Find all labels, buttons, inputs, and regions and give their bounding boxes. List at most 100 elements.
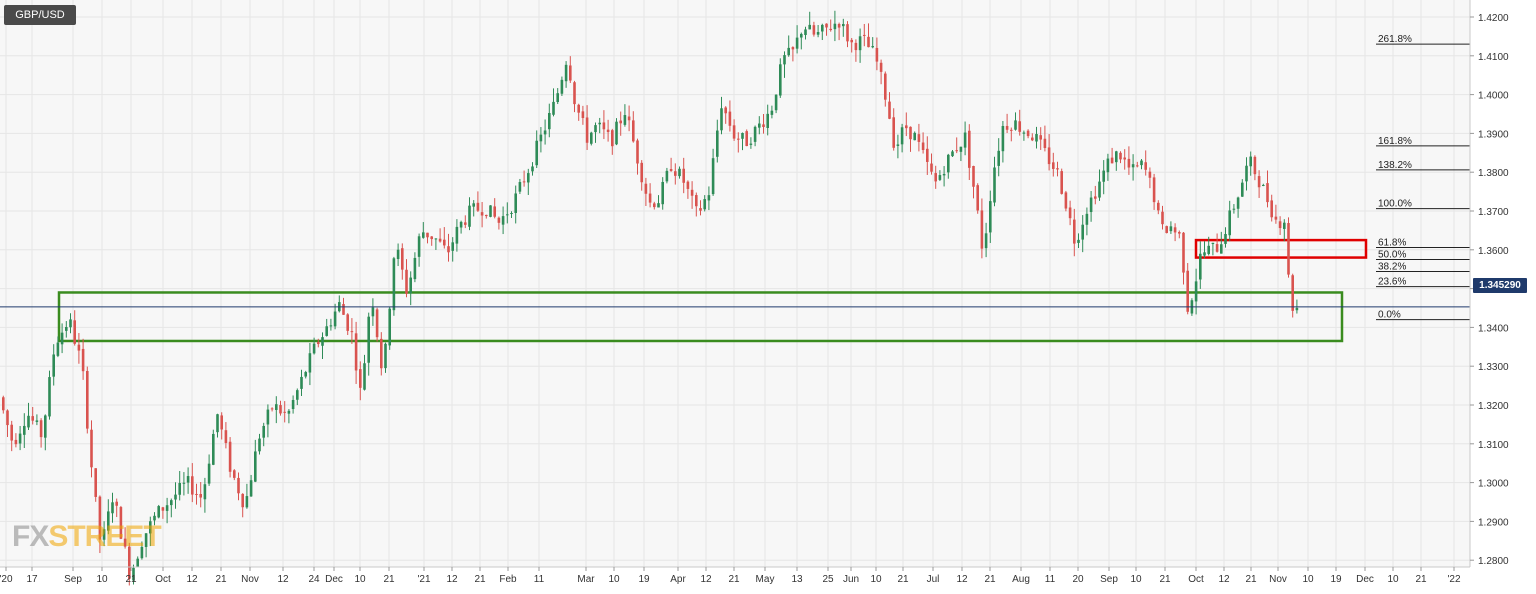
candle-body — [1005, 125, 1009, 130]
candle-37 — [157, 504, 160, 519]
candle-237 — [997, 138, 1000, 177]
candle-body — [842, 24, 845, 27]
candle-207 — [871, 37, 874, 49]
candle-83 — [350, 318, 354, 344]
candle-262 — [1102, 160, 1105, 195]
candle-191 — [804, 26, 807, 40]
candle-body — [384, 343, 387, 369]
candle-body — [1115, 151, 1118, 163]
candle-body — [191, 476, 194, 495]
candle-307 — [1291, 273, 1294, 318]
candle-body — [1266, 183, 1269, 203]
candle-187 — [787, 35, 790, 57]
candle-body — [577, 104, 580, 113]
candle-52 — [220, 412, 223, 440]
x-tick-label-34: Aug — [1012, 574, 1030, 585]
candle-body — [1127, 158, 1131, 168]
candle-104 — [438, 228, 442, 243]
x-tick-label-23: 12 — [700, 574, 712, 585]
candle-body — [262, 425, 265, 438]
x-tick-label-31: Jul — [927, 574, 940, 585]
candle-234 — [984, 222, 988, 258]
candle-body — [892, 117, 895, 148]
candle-126 — [531, 162, 534, 176]
candle-69 — [291, 395, 295, 414]
candle-body — [518, 182, 522, 192]
candle-9 — [39, 418, 43, 448]
candle-232 — [976, 183, 979, 214]
candle-289 — [1215, 233, 1219, 253]
candle-235 — [989, 190, 992, 243]
y-tick-label-13: 1.2900 — [1478, 517, 1509, 528]
candle-body — [657, 203, 660, 208]
candle-158 — [665, 167, 669, 184]
candle-body — [39, 420, 43, 438]
candle-body — [195, 493, 198, 495]
candle-body — [749, 143, 753, 145]
candle-body — [816, 32, 820, 35]
candle-body — [447, 246, 450, 253]
candle-29 — [123, 527, 127, 549]
candle-97 — [409, 271, 412, 306]
candle-70 — [296, 388, 299, 406]
candle-249 — [1047, 134, 1051, 171]
candle-body — [821, 24, 824, 32]
candle-body — [380, 338, 383, 369]
candle-101 — [426, 232, 429, 244]
candle-223 — [938, 170, 942, 182]
candle-21 — [90, 420, 93, 478]
candle-body — [270, 408, 274, 410]
candle-185 — [779, 58, 782, 98]
candle-102 — [430, 236, 433, 246]
candle-body — [501, 216, 505, 225]
candle-body — [665, 170, 669, 182]
candle-body — [86, 370, 89, 429]
candle-247 — [1039, 127, 1042, 150]
candle-body — [426, 232, 429, 238]
x-tick-label-17: Feb — [499, 574, 517, 585]
candle-body — [1236, 197, 1240, 209]
candle-59 — [249, 474, 253, 497]
candle-250 — [1052, 152, 1055, 177]
candle-body — [1291, 275, 1294, 311]
candle-5 — [23, 413, 26, 449]
candle-81 — [342, 297, 345, 315]
candle-body — [422, 232, 425, 238]
candle-body — [1165, 226, 1168, 233]
candle-body — [321, 337, 324, 346]
candle-288 — [1211, 242, 1215, 256]
candle-140 — [590, 131, 593, 146]
candle-154 — [648, 183, 652, 208]
x-tick-label-22: Apr — [670, 574, 686, 585]
candle-body — [23, 425, 26, 435]
candle-body — [1253, 156, 1257, 175]
candle-281 — [1182, 231, 1185, 285]
candle-214 — [900, 123, 904, 153]
candle-body — [606, 129, 610, 133]
candle-295 — [1241, 179, 1244, 197]
candle-body — [1123, 157, 1126, 160]
y-tick-label-1: 1.4100 — [1478, 52, 1509, 63]
candle-23 — [98, 495, 102, 554]
zones — [57, 238, 1368, 343]
candle-body — [489, 205, 492, 217]
candle-293 — [1232, 204, 1236, 214]
candle-body — [304, 372, 307, 377]
candle-body — [1283, 222, 1286, 229]
candle-72 — [304, 370, 307, 379]
candle-143 — [602, 110, 606, 140]
candle-112 — [472, 200, 475, 217]
candle-206 — [867, 23, 870, 48]
candle-40 — [170, 498, 173, 518]
candle-98 — [413, 252, 417, 283]
x-tick-label-41: 12 — [1218, 574, 1230, 585]
candle-259 — [1089, 191, 1093, 222]
candle-body — [510, 212, 513, 214]
x-tick-label-25: May — [756, 574, 775, 585]
candle-300 — [1262, 183, 1265, 187]
candle-body — [153, 515, 156, 521]
fib-label-5: 50.0% — [1378, 250, 1406, 261]
candle-body — [312, 343, 316, 354]
fibonacci-levels: 261.8% 161.8% 138.2% 100.0% 61.8% 50.0%38.2% 2… — [1376, 34, 1470, 321]
